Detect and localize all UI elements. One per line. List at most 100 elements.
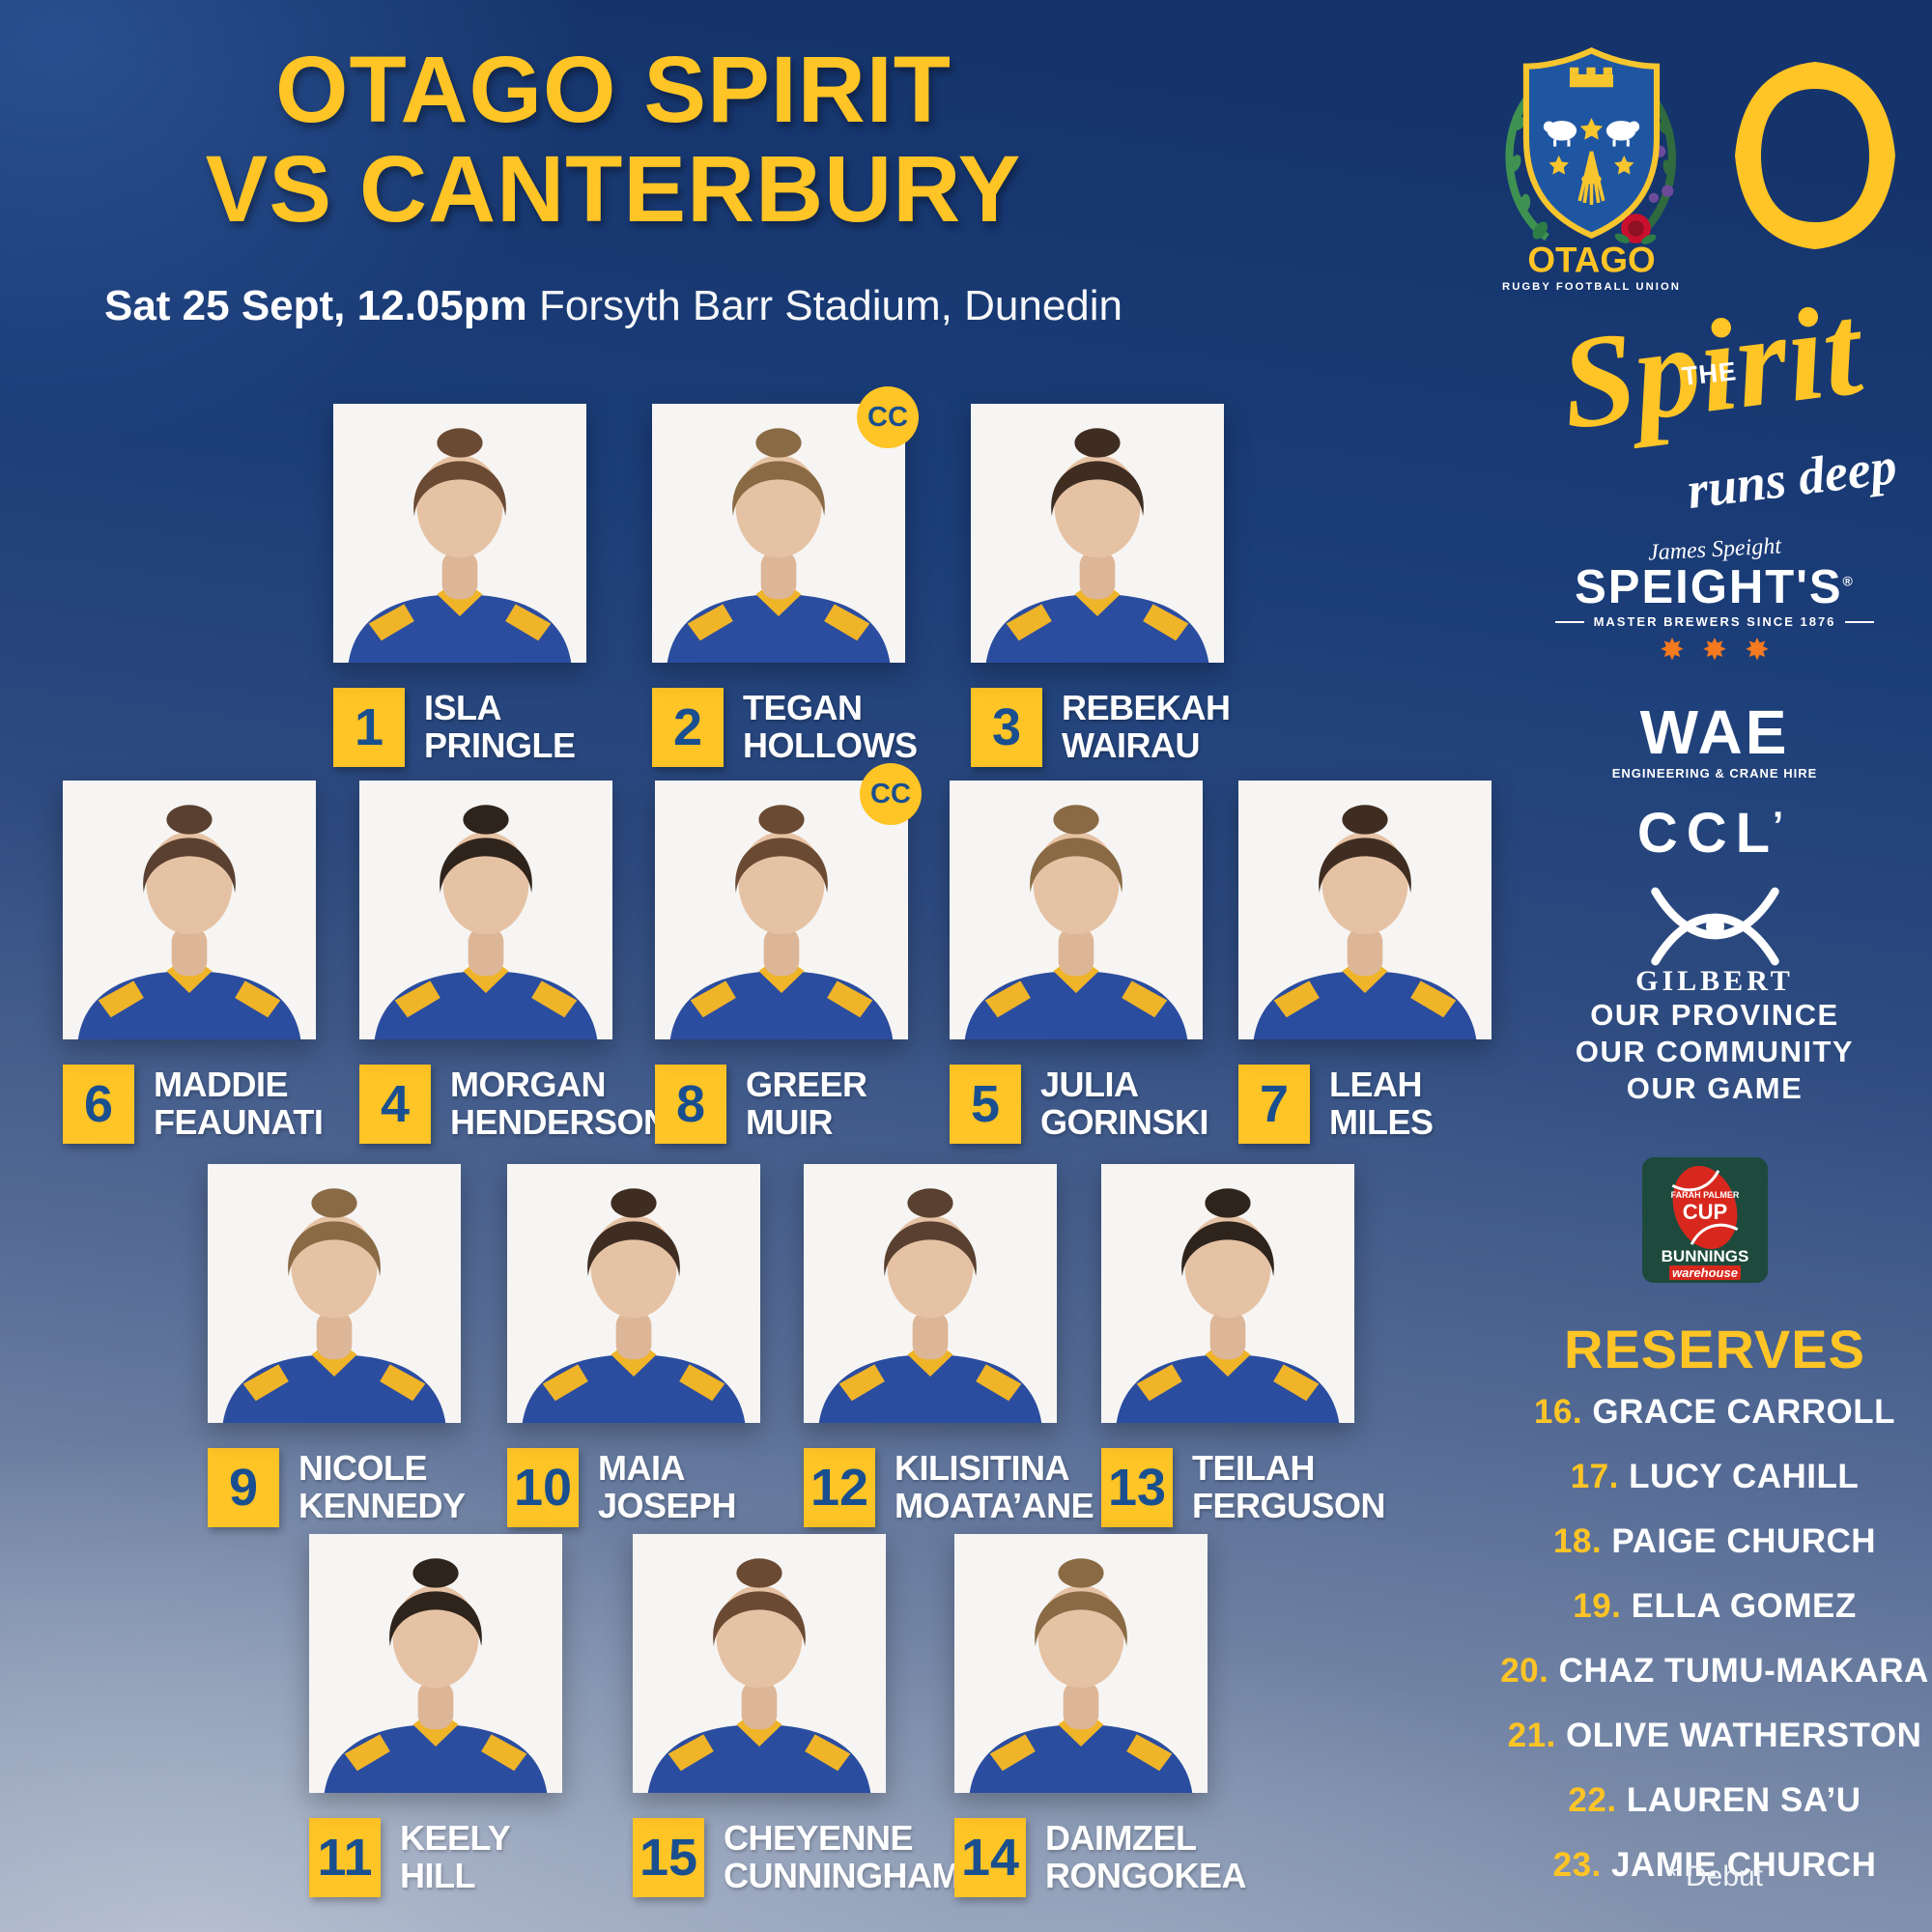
reserve-number: 23.	[1552, 1846, 1602, 1884]
player-photo	[804, 1164, 1057, 1423]
wae-tagline: ENGINEERING & CRANE HIRE	[1611, 766, 1818, 781]
reserve-number: 17.	[1570, 1458, 1619, 1495]
player-card: 11 KEELY HILL	[309, 1534, 647, 1897]
player-number-badge: 6	[63, 1065, 134, 1144]
player-photo	[208, 1164, 461, 1423]
player-card: CC 8 GREER MUIR	[655, 763, 993, 1144]
player-last-name: KENNEDY	[298, 1486, 466, 1525]
player-name: JULIA GORINSKI	[1040, 1065, 1209, 1142]
player-card: 15 CHEYENNE CUNNINGHAM	[633, 1534, 971, 1897]
reserve-item: 22. LAUREN SA’U	[1439, 1781, 1932, 1820]
player-card: 9 NICOLE KENNEDY	[208, 1164, 546, 1527]
player-name: ISLA PRINGLE	[424, 688, 576, 765]
player-portrait-icon	[655, 781, 908, 1039]
otago-crest-logo: OTAGO RUGBY FOOTBALL UNION	[1486, 35, 1698, 296]
player-first-name: ISLA	[424, 688, 502, 728]
crest-org-name: RUGBY FOOTBALL UNION	[1502, 281, 1681, 293]
speights-tagline: MASTER BREWERS SINCE 1876	[1507, 614, 1922, 629]
player-label: 11 KEELY HILL	[309, 1818, 647, 1897]
player-photo	[971, 404, 1224, 663]
match-title-line1: OTAGO SPIRIT	[275, 37, 952, 142]
co-captain-badge: CC	[860, 763, 922, 825]
reserve-item: 21. OLIVE WATHERSTON	[1439, 1717, 1932, 1755]
reserve-item: 19. ELLA GOMEZ	[1439, 1587, 1932, 1626]
reserve-number: 22.	[1568, 1781, 1617, 1819]
reserve-name: LAUREN SA’U	[1626, 1781, 1861, 1819]
gilbert-wordmark: GILBERT	[1635, 965, 1794, 997]
player-portrait-icon	[63, 781, 316, 1039]
reserve-number: 20.	[1500, 1652, 1549, 1690]
player-last-name: FERGUSON	[1192, 1486, 1386, 1525]
player-name: TEGAN HOLLOWS	[743, 689, 918, 765]
player-photo	[950, 781, 1203, 1039]
player-last-name: HOLLOWS	[743, 725, 918, 765]
wae-wordmark: WAE	[1639, 697, 1790, 767]
player-portrait-icon	[309, 1534, 562, 1793]
player-label: 12 KILISITINA MOATA’ANE	[804, 1448, 1142, 1527]
reserve-item: 17. LUCY CAHILL	[1439, 1458, 1932, 1496]
match-venue: Forsyth Barr Stadium, Dunedin	[538, 282, 1123, 329]
sponsor-speights: James Speight SPEIGHT'S® MASTER BREWERS …	[1507, 533, 1922, 668]
player-number-badge: 5	[950, 1065, 1021, 1144]
lineup-grid: 1 ISLA PRINGLE CC 2 TEGAN HOLLOWS 3 REBEKAH WAI…	[63, 386, 1492, 1897]
player-photo	[1238, 781, 1492, 1039]
motto: OUR PROVINCE OUR COMMUNITY OUR GAME	[1507, 997, 1922, 1107]
player-name: NICOLE KENNEDY	[298, 1449, 466, 1525]
sponsor-ccl: CCL’	[1507, 806, 1922, 862]
player-number-badge: 7	[1238, 1065, 1310, 1144]
player-first-name: GREER	[746, 1065, 867, 1105]
player-photo	[633, 1534, 886, 1793]
player-first-name: KILISITINA	[895, 1448, 1070, 1489]
player-number-badge: 4	[359, 1065, 431, 1144]
player-portrait-icon	[208, 1164, 461, 1423]
player-label: 13 TEILAH FERGUSON	[1101, 1448, 1439, 1527]
bunnings-warehouse-label: warehouse	[1672, 1265, 1738, 1280]
player-number-badge: 3	[971, 688, 1042, 767]
reserve-name: JAMIE CHURCH	[1611, 1846, 1877, 1884]
co-captain-badge: CC	[857, 386, 919, 448]
player-card: CC 2 TEGAN HOLLOWS	[652, 386, 990, 767]
reserve-item: 16. GRACE CARROLL	[1439, 1393, 1932, 1432]
reserve-name: ELLA GOMEZ	[1631, 1587, 1857, 1625]
reserve-item: 20. CHAZ TUMU-MAKARA	[1439, 1652, 1932, 1690]
ccl-wordmark: CCL’	[1636, 802, 1793, 865]
otago-o-logo	[1733, 54, 1897, 257]
reserve-number: 21.	[1507, 1717, 1556, 1754]
player-card: 7 LEAH MILES	[1238, 781, 1577, 1144]
tagline-runs-deep: runs deep	[1684, 436, 1900, 521]
player-portrait-icon	[950, 781, 1203, 1039]
match-title: OTAGO SPIRIT VS CANTERBURY	[116, 37, 1111, 242]
player-label: 8 GREER MUIR	[655, 1065, 993, 1144]
reserve-item: 18. PAIGE CHURCH	[1439, 1522, 1932, 1561]
player-photo: CC	[652, 386, 919, 663]
player-portrait-icon	[652, 404, 905, 663]
player-label: 15 CHEYENNE CUNNINGHAM	[633, 1818, 971, 1897]
player-portrait-icon	[971, 404, 1224, 663]
player-card: 13 TEILAH FERGUSON	[1101, 1164, 1439, 1527]
player-first-name: DAIMZEL	[1045, 1818, 1197, 1859]
player-first-name: MADDIE	[154, 1065, 289, 1105]
player-last-name: HILL	[400, 1856, 475, 1895]
reserve-item: 23. JAMIE CHURCH	[1439, 1846, 1932, 1885]
player-portrait-icon	[507, 1164, 760, 1423]
player-name: KILISITINA MOATA’ANE	[895, 1448, 1094, 1525]
bunnings-wordmark: BUNNINGS	[1662, 1247, 1749, 1265]
fpc-text-cup: CUP	[1683, 1200, 1727, 1224]
farah-palmer-cup-icon: FARAH PALMER CUP BUNNINGS warehouse	[1642, 1157, 1768, 1283]
player-name: TEILAH FERGUSON	[1192, 1449, 1386, 1525]
reserve-number: 16.	[1533, 1393, 1583, 1431]
reserve-number: 19.	[1573, 1587, 1622, 1625]
match-title-line2: VS CANTERBURY	[205, 135, 1022, 242]
speights-stars-icon: ✸✸✸	[1660, 633, 1787, 668]
speights-wordmark: SPEIGHT'S®	[1575, 561, 1855, 613]
player-number-badge: 13	[1101, 1448, 1173, 1527]
player-last-name: MUIR	[746, 1102, 834, 1142]
player-number-badge: 14	[954, 1818, 1026, 1897]
player-name: MADDIE FEAUNATI	[154, 1065, 324, 1142]
fpc-text-top: FARAH PALMER	[1671, 1190, 1740, 1200]
player-last-name: RONGOKEA	[1045, 1856, 1247, 1895]
player-last-name: PRINGLE	[424, 725, 576, 765]
player-number-badge: 1	[333, 688, 405, 767]
player-portrait-icon	[1101, 1164, 1354, 1423]
sponsor-gilbert: GILBERT	[1507, 885, 1922, 998]
